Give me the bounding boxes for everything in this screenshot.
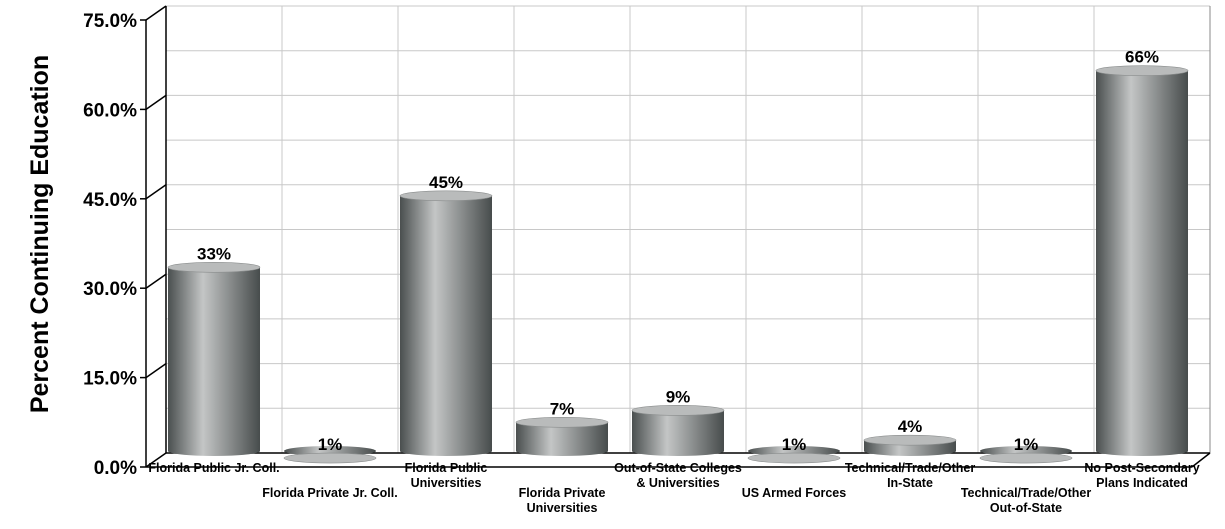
bar-body <box>400 195 492 451</box>
x-tick-label: Technical/Trade/Other Out-of-State <box>961 486 1092 515</box>
bar-body <box>1096 70 1188 451</box>
y-tick-connector <box>145 184 167 200</box>
bar-top <box>863 434 957 446</box>
x-tick-label: Florida Private Universities <box>519 486 606 515</box>
y-tick-label: 0.0% <box>94 458 137 479</box>
bar-base <box>1096 446 1188 456</box>
y-tick-label: 15.0% <box>83 369 137 390</box>
y-tick-label: 75.0% <box>83 11 137 32</box>
bar-top <box>747 452 841 464</box>
floor-right-edge <box>1191 452 1211 468</box>
y-axis-title: Percent Continuing Education <box>26 55 54 413</box>
data-label: 7% <box>550 399 575 418</box>
y-tick-connector <box>145 362 167 379</box>
bar <box>863 434 957 456</box>
bar-base <box>864 446 956 456</box>
grid <box>166 5 1210 454</box>
x-tick-label: Florida Public Jr. Coll. <box>148 461 279 475</box>
x-tick-labels: Florida Public Jr. Coll. Florida Private … <box>148 461 1199 515</box>
y-tick-connector <box>145 452 167 468</box>
y-tick-labels: 0.0% 15.0% 30.0% 45.0% 60.0% 75.0% <box>83 11 137 479</box>
bar <box>979 446 1073 464</box>
data-label: 45% <box>429 173 463 192</box>
y-tick-connector <box>145 273 167 289</box>
x-tick-label: Florida Public Universities <box>405 461 488 490</box>
y-tick-connector <box>145 94 167 111</box>
data-labels: 33% 1% 45% 7% 9% 1% 4% 1% 66% <box>197 48 1159 454</box>
x-tick-label: US Armed Forces <box>742 486 846 500</box>
data-label: 4% <box>898 417 923 436</box>
bar-top <box>979 452 1073 464</box>
data-label: 1% <box>782 435 807 454</box>
bar-top <box>283 452 377 464</box>
bar <box>283 446 377 464</box>
y-tick-label: 45.0% <box>83 190 137 211</box>
bar-top <box>631 405 725 416</box>
bar <box>167 262 261 456</box>
data-label: 66% <box>1125 48 1159 67</box>
bar-base <box>168 446 260 456</box>
data-label: 1% <box>318 435 343 454</box>
x-tick-label: Out-of-State Colleges & Universities <box>614 461 742 490</box>
data-label: 33% <box>197 244 231 263</box>
bar <box>631 405 725 456</box>
bar-body <box>632 410 724 451</box>
bar-body <box>168 267 260 451</box>
bar-top <box>399 190 493 202</box>
bar <box>1095 65 1189 456</box>
bar <box>515 416 609 456</box>
data-label: 9% <box>666 387 691 406</box>
bar-base <box>516 446 608 456</box>
bar-top <box>167 262 261 273</box>
bar-base <box>632 446 724 456</box>
bar <box>747 446 841 464</box>
x-tick-label: Florida Private Jr. Coll. <box>262 486 397 500</box>
bar-base <box>400 446 492 456</box>
bar-top <box>515 416 609 428</box>
bar-top <box>1095 65 1189 76</box>
bars <box>167 65 1189 464</box>
y-tick-label: 30.0% <box>83 279 137 300</box>
x-tick-label: Technical/Trade/Other In-State <box>845 461 976 490</box>
x-tick-label: No Post-Secondary Plans Indicated <box>1084 461 1199 490</box>
bar-body <box>864 440 956 451</box>
bar <box>399 190 493 456</box>
y-tick-connector <box>145 5 167 21</box>
data-label: 1% <box>1014 435 1039 454</box>
y-tick-label: 60.0% <box>83 100 137 121</box>
